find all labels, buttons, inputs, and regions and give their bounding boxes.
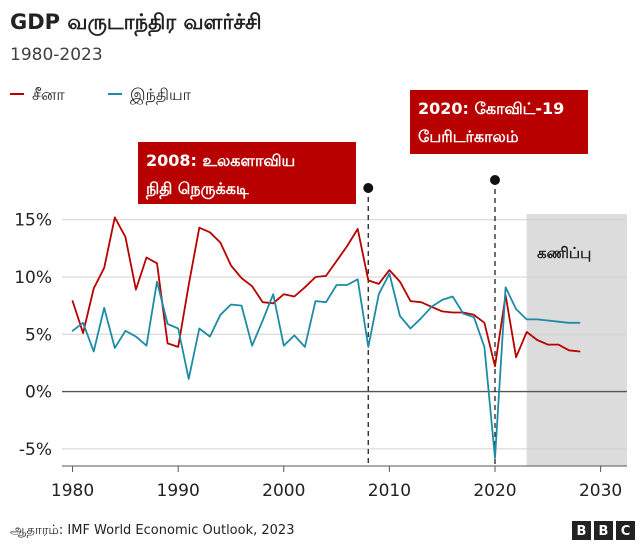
series-line-india — [71, 272, 581, 459]
annotation-2020: 2020: கோவிட்-19 பேரிடர்காலம் — [410, 90, 588, 154]
legend: சீனா இந்தியா — [10, 85, 192, 105]
annotation-2008-line-1: 2008: உலகளாவிய — [146, 151, 295, 170]
forecast-label: கணிப்பு — [537, 244, 591, 262]
legend-label-india: இந்தியா — [130, 85, 192, 105]
chart-title: GDP வருடாந்திர வளர்ச்சி — [10, 10, 262, 37]
y-tick-label: 0% — [25, 383, 52, 403]
bbc-logo-letter-2: B — [599, 524, 609, 539]
forecast-region — [526, 214, 627, 466]
y-tick-label: 10% — [14, 268, 52, 288]
bbc-logo-letter-3: C — [621, 524, 631, 539]
y-tick-label: 15% — [14, 211, 52, 231]
annotation-2008-box — [138, 142, 356, 204]
event-markers — [363, 175, 500, 466]
x-tick-label: 2000 — [262, 481, 305, 501]
series-line-china — [71, 216, 581, 368]
event-dot — [363, 183, 374, 193]
chart-subtitle: 1980-2023 — [10, 45, 103, 65]
annotation-2020-line-1: 2020: கோவிட்-19 — [418, 99, 564, 118]
forecast-shade — [526, 214, 627, 466]
annotation-2008-line-2: நிதி நெருக்கடி — [145, 179, 249, 199]
legend-label-china: சீனா — [32, 85, 65, 104]
grid — [62, 219, 627, 450]
series-lines — [71, 216, 581, 459]
y-tick-label: -5% — [19, 440, 52, 460]
x-tick-label: 2010 — [368, 481, 411, 501]
source-note: ஆதாரம்: IMF World Economic Outlook, 2023 — [10, 523, 294, 538]
annotation-2008: 2008: உலகளாவிய நிதி நெருக்கடி — [138, 142, 356, 204]
x-axis-ticks: 1980 1990 2000 2010 2020 2030 — [51, 465, 627, 501]
bbc-logo-block-1 — [572, 521, 591, 540]
x-tick-label: 2030 — [579, 481, 622, 501]
x-tick-label: 1990 — [157, 481, 200, 501]
bbc-logo-block-3 — [616, 521, 635, 540]
x-tick-label: 2020 — [473, 481, 516, 501]
bbc-logo: B B C — [572, 521, 635, 540]
x-tick-label: 1980 — [51, 481, 94, 501]
y-tick-label: 5% — [25, 325, 52, 345]
bbc-logo-block-2 — [594, 521, 613, 540]
annotation-2020-box — [410, 90, 588, 154]
y-axis-ticks: 15% 10% 5% 0% -5% — [14, 211, 52, 460]
bbc-logo-letter-1: B — [577, 524, 587, 539]
annotation-2020-line-2: பேரிடர்காலம் — [418, 127, 519, 146]
event-dot — [489, 175, 500, 185]
